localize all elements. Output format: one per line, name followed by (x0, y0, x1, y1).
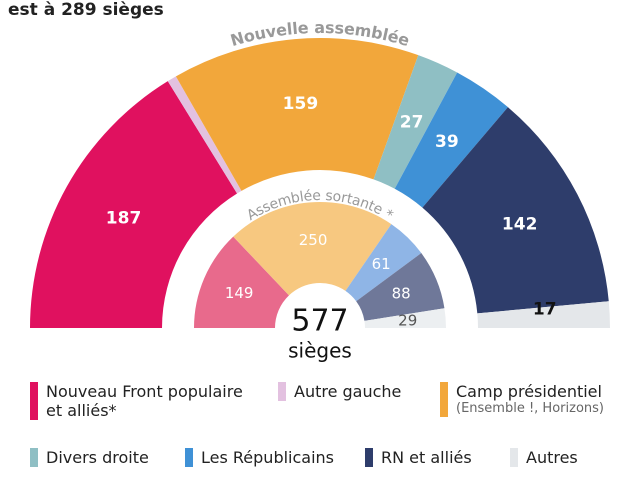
segment (233, 202, 392, 296)
legend-entry: Nouveau Front populaire et alliés* (30, 382, 260, 420)
data-label: 88 (392, 284, 411, 302)
data-label: 159 (283, 94, 319, 114)
legend-label: RN et alliés (381, 448, 472, 467)
legend-swatch (30, 448, 38, 467)
legend-swatch (510, 448, 518, 467)
legend-label: Autre gauche (294, 382, 402, 401)
data-label: 142 (502, 214, 538, 234)
segment (194, 236, 290, 328)
data-label: 27 (400, 112, 424, 132)
data-label: 149 (225, 284, 254, 302)
legend-entry: Les Républicains (185, 448, 355, 467)
legend-label: Divers droite (46, 448, 149, 467)
center-unit: sièges (288, 339, 352, 363)
data-label: 17 (533, 300, 557, 320)
segment (175, 38, 419, 191)
legend-label: Nouveau Front populaire et alliés* (46, 382, 243, 420)
segment (356, 253, 445, 321)
legend-swatch (278, 382, 286, 401)
segment (373, 55, 458, 189)
data-label: 187 (106, 208, 142, 228)
center-total: 577 (291, 304, 348, 339)
segment (167, 76, 242, 194)
legend-entry: Divers droite (30, 448, 180, 467)
segment (394, 72, 508, 208)
legend-swatch (440, 382, 448, 417)
segment (477, 301, 610, 328)
legend-swatch (30, 382, 38, 420)
segment (422, 107, 609, 314)
legend-label: Camp présidentiel (456, 382, 602, 401)
segment (345, 224, 422, 302)
legend-entry: RN et alliés (365, 448, 505, 467)
data-label: 61 (372, 255, 391, 273)
legend-swatch (185, 448, 193, 467)
legend-label: Les Républicains (201, 448, 335, 467)
data-label: 29 (398, 312, 417, 330)
segment (30, 81, 238, 328)
segment (364, 308, 446, 328)
legend-swatch (365, 448, 373, 467)
data-label: 39 (435, 132, 459, 152)
legend-note: (Ensemble !, Horizons) (456, 401, 604, 416)
legend-entry: Autres (510, 448, 630, 467)
legend-entry: Camp présidentiel (Ensemble !, Horizons) (440, 382, 635, 417)
title: est à 289 sièges (8, 0, 164, 20)
data-label: 250 (299, 231, 328, 249)
legend-label: Autres (526, 448, 578, 467)
legend-entry: Autre gauche (278, 382, 428, 401)
